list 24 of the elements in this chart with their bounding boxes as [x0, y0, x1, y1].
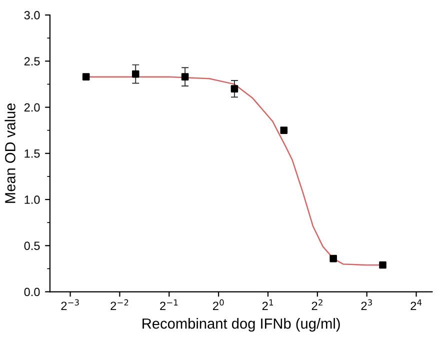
x-tick-label: 2$^{2}$ — [312, 299, 322, 310]
x-tick-label: 2$^{−2}$ — [110, 299, 128, 310]
point — [280, 126, 288, 134]
y-tick-label: 0.0 — [24, 288, 40, 296]
x-tick-label: 2$^{0}$ — [213, 299, 224, 310]
y-tick-label: 1.0 — [24, 196, 40, 204]
y-tick-label: 3.0 — [24, 11, 40, 20]
x-axis-title: Recombinant dog IFNb (ug/ml) — [142, 318, 340, 332]
y-tick-label: 0.5 — [24, 242, 40, 250]
point — [230, 85, 238, 92]
point — [379, 261, 386, 269]
point — [82, 73, 90, 80]
x-tick-label: 2$^{3}$ — [361, 299, 372, 310]
x-tick-label: 2$^{−1}$ — [160, 299, 178, 310]
point — [181, 73, 189, 80]
x-tick-label: 2$^{4}$ — [410, 299, 422, 310]
y-tick-label: 2.0 — [24, 103, 40, 112]
y-tick-label: 1.5 — [24, 150, 40, 158]
y-tick-label: 2.5 — [24, 57, 40, 66]
point — [330, 254, 337, 262]
point — [132, 70, 140, 78]
y-axis-title: Mean OD value — [4, 103, 16, 203]
x-tick-label: 2$^{−3}$ — [61, 299, 79, 310]
x-tick-label: 2$^{1}$ — [262, 299, 274, 310]
